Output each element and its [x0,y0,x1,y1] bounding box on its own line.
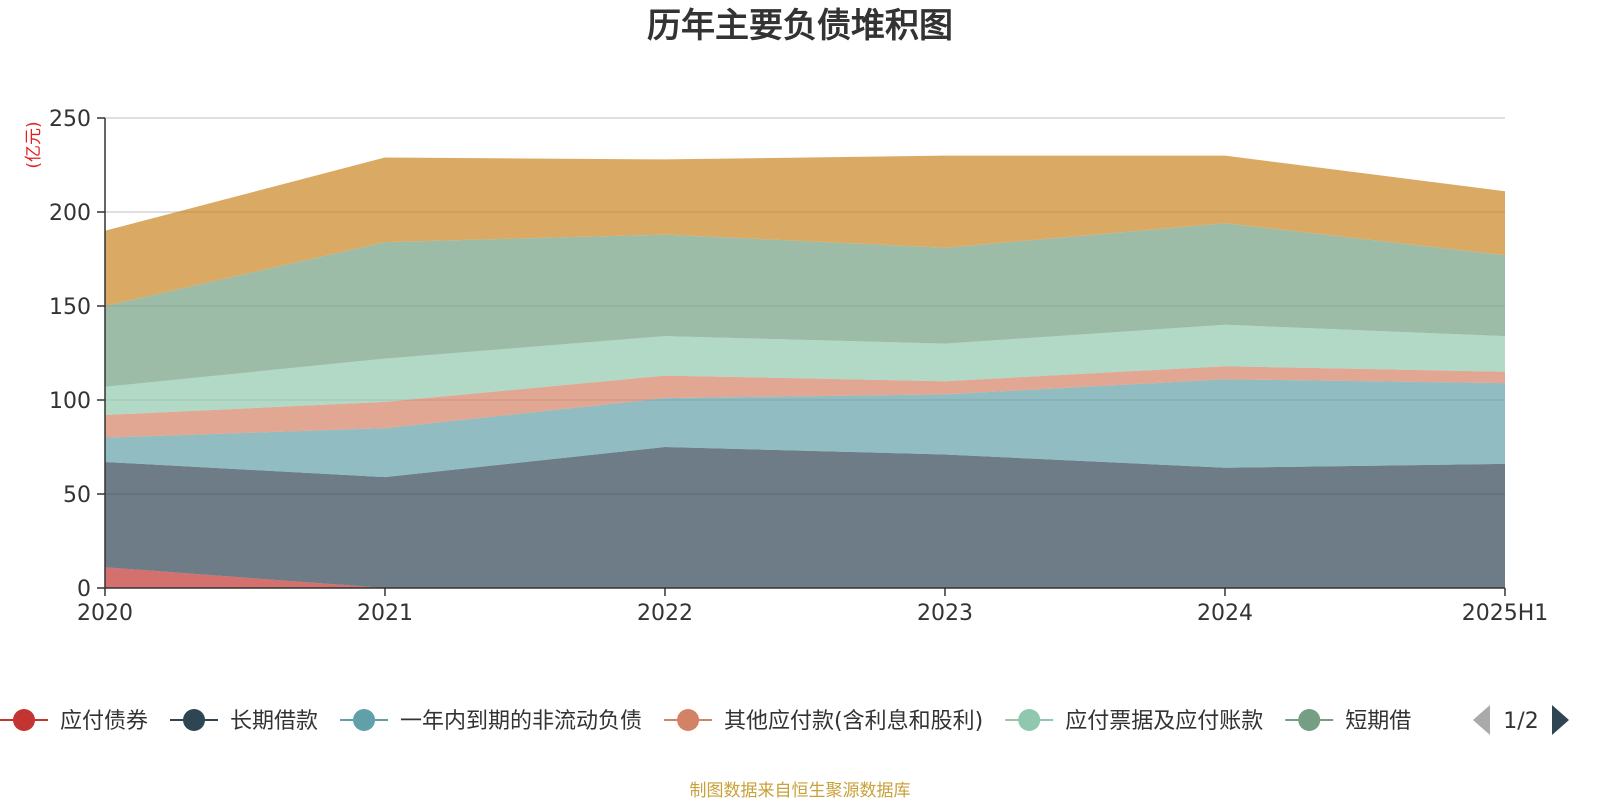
legend-marker-icon [183,709,206,731]
legend-label: 应付债券 [60,709,148,734]
legend: 应付债券 长期借款 一年内到期的非流动负债 其他应付款(含利息和股利) 应付票据及应付账… [0,705,1569,735]
x-tick-label: 2023 [917,601,973,626]
area-series-3 [105,366,1505,438]
y-tick-label: 250 [49,107,91,132]
y-tick-label: 200 [49,201,91,226]
x-tick-label: 2020 [77,601,133,626]
legend-pager: 1/2 [1473,705,1569,735]
legend-next-page-icon[interactable] [1552,705,1569,735]
y-tick-label: 0 [77,577,91,602]
area-series-4 [105,324,1505,415]
legend-label: 一年内到期的非流动负债 [400,709,642,734]
area-series-2 [105,379,1505,478]
y-tick-label: 50 [63,483,91,508]
y-tick-label: 150 [49,295,91,320]
legend-marker-icon [13,709,35,731]
legend-marker-icon [353,709,376,731]
y-tick-label: 100 [49,389,91,414]
data-source-note: 制图数据来自恒生聚源数据库 [689,781,911,801]
legend-label: 应付票据及应付账款 [1065,709,1263,734]
legend-marker-icon [1298,709,1321,731]
axes: 0 50 100 150 200 250 2020 2021 2022 2023 2024 2025H… [49,107,1548,626]
legend-item[interactable]: 应付债券 [0,709,148,734]
legend-item[interactable]: 短期借 [1285,709,1411,734]
area-series [105,155,1505,588]
legend-label: 其他应付款(含利息和股利) [724,709,983,734]
legend-label: 短期借 [1345,709,1411,734]
area-series-5 [105,223,1505,387]
x-tick-label: 2025H1 [1462,601,1549,626]
legend-marker-icon [1018,709,1041,731]
legend-prev-page-icon[interactable] [1473,705,1490,735]
legend-item[interactable]: 应付票据及应付账款 [1005,709,1263,734]
legend-label: 长期借款 [230,709,318,734]
legend-page-indicator: 1/2 [1503,709,1538,734]
legend-item[interactable]: 一年内到期的非流动负债 [340,709,642,734]
x-tick-label: 2021 [357,601,413,626]
area-series-0 [105,567,1505,588]
legend-item[interactable]: 其他应付款(含利息和股利) [664,709,983,734]
area-series-6 [105,155,1505,306]
legend-marker-icon [677,709,700,731]
x-tick-label: 2022 [637,601,693,626]
y-axis-unit-label: (亿元) [24,121,44,168]
chart-title: 历年主要负债堆积图 [647,6,953,46]
area-series-1 [105,447,1505,588]
legend-item[interactable]: 长期借款 [170,709,318,734]
x-tick-label: 2024 [1197,601,1253,626]
